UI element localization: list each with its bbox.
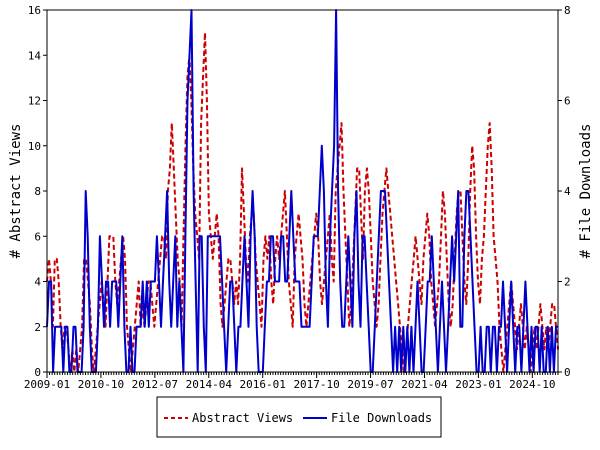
right-tick-label: 0: [564, 366, 571, 379]
left-tick-label: 6: [34, 230, 41, 243]
x-axis: 2009-01 2010-10 2012-07 2014-04 2016-01 2017-…: [24, 372, 559, 391]
x-tick-label: 2023-01: [455, 378, 501, 391]
y-axis-right-title: # File Downloads: [578, 124, 594, 259]
y-axis-left-title: # Abstract Views: [8, 124, 24, 259]
x-tick-label: 2010-10: [78, 378, 124, 391]
left-tick-label: 4: [34, 276, 41, 289]
left-tick-label: 0: [34, 366, 41, 379]
left-axis: 0 2 4 6 8 10 12 14 16: [28, 4, 47, 379]
plot-area: [46, 9, 559, 373]
x-tick-label: 2024-10: [509, 378, 555, 391]
legend-label-abstract-views: Abstract Views: [192, 411, 293, 425]
left-tick-label: 10: [28, 140, 41, 153]
left-tick-label: 12: [28, 95, 41, 108]
x-tick-label: 2017-10: [293, 378, 339, 391]
legend-box: [156, 396, 442, 438]
legend: Abstract Views File Downloads: [156, 396, 442, 438]
right-tick-label: 6: [564, 95, 571, 108]
right-tick-label: 8: [564, 4, 571, 17]
right-tick-label: 2: [564, 276, 571, 289]
legend-label-file-downloads: File Downloads: [331, 411, 432, 425]
series-line-file-downloads: [46, 9, 558, 373]
series-line-abstract-views: [46, 31, 559, 373]
x-tick-label: 2021-04: [401, 378, 448, 391]
right-tick-label: 4: [564, 185, 571, 198]
left-tick-label: 14: [28, 49, 42, 62]
x-tick-label: 2016-01: [240, 378, 286, 391]
x-tick-label: 2009-01: [24, 378, 70, 391]
x-tick-label: 2012-07: [132, 378, 178, 391]
left-tick-label: 8: [34, 185, 41, 198]
left-tick-label: 16: [28, 4, 41, 17]
right-axis: 0 2 4 6 8: [558, 4, 571, 379]
x-tick-label: 2014-04: [186, 378, 233, 391]
x-tick-label: 2019-07: [347, 378, 393, 391]
left-tick-label: 2: [34, 321, 41, 334]
